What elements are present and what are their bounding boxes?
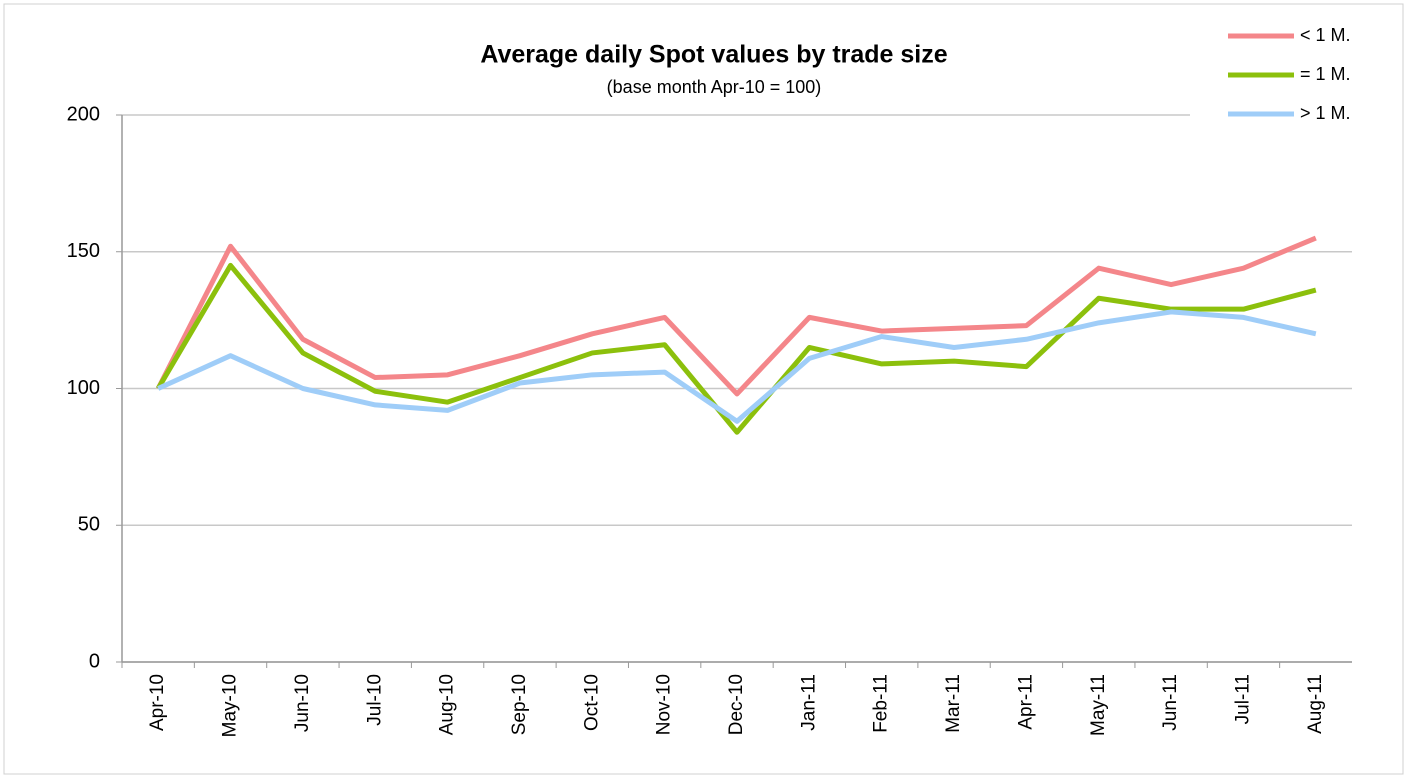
y-tick-label: 0 [89, 650, 100, 672]
x-tick-label: May-10 [220, 674, 241, 737]
x-tick-label: Jan-11 [798, 674, 819, 731]
series-line [155, 235, 1317, 397]
x-tick-label: Jun-11 [1160, 674, 1181, 731]
y-tick-label: 50 [78, 514, 100, 536]
x-tick-label: Jun-10 [292, 674, 313, 732]
x-tick-label: Sep-10 [509, 674, 530, 735]
x-tick-label: Feb-11 [871, 674, 892, 733]
legend-label: > 1 M. [1300, 103, 1351, 123]
y-tick-label: 150 [67, 240, 100, 262]
x-tick-label: Nov-10 [654, 674, 675, 735]
x-tick-label: Apr-10 [147, 674, 168, 731]
y-tick-label: 100 [67, 377, 100, 399]
x-tick-label: Dec-10 [726, 674, 747, 735]
x-tick-label: Aug-10 [437, 674, 458, 735]
chart-subtitle: (base month Apr-10 = 100) [607, 77, 822, 97]
y-tick-label: 200 [67, 103, 100, 125]
x-tick-label: Jul-11 [1232, 674, 1253, 724]
series-line [157, 309, 1317, 424]
x-tick-label: Aug-11 [1305, 674, 1326, 734]
x-tick-label: Jul-10 [364, 674, 385, 726]
chart-title: Average daily Spot values by trade size [480, 41, 947, 69]
legend-label: = 1 M. [1300, 64, 1351, 84]
series-line [156, 262, 1317, 435]
x-tick-label: May-11 [1088, 674, 1109, 736]
x-tick-label: Oct-10 [581, 674, 602, 731]
x-tick-label: Mar-11 [943, 674, 964, 733]
legend-label: < 1 M. [1300, 25, 1351, 45]
x-tick-label: Apr-11 [1015, 674, 1036, 730]
